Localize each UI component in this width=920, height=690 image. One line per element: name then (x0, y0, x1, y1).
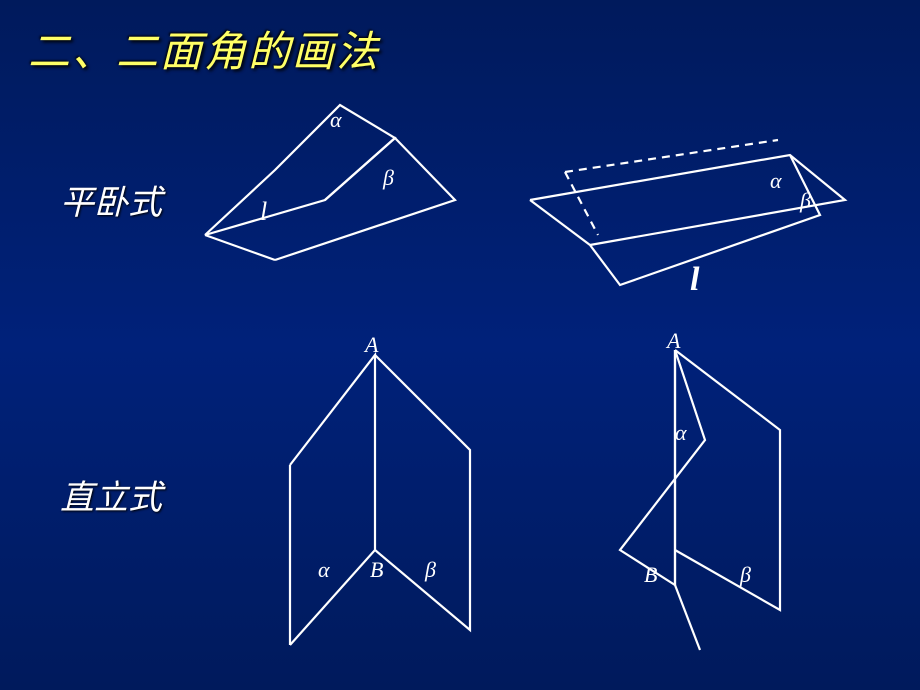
diagram-label: A (363, 332, 379, 357)
diagram-label: β (382, 165, 394, 190)
diagram-label: α (330, 107, 342, 132)
diagram-horizontal-left: α β l (195, 100, 495, 280)
diagram-label: l (690, 261, 700, 298)
diagram-label: B (644, 562, 657, 587)
diagram-label: B (370, 557, 383, 582)
diagram-label: α (318, 557, 330, 582)
edge (590, 155, 820, 285)
diagram-label: β (739, 562, 751, 587)
edge (675, 585, 700, 650)
diagram-label: α (770, 168, 782, 193)
diagram-label: l (260, 197, 267, 226)
diagram-label: α (675, 420, 687, 445)
edge (675, 350, 780, 610)
row-label-vertical: 直立式 (60, 470, 162, 519)
edge (375, 355, 470, 630)
diagram-horizontal-right: αβ l (490, 130, 860, 310)
diagram-vertical-right: AαBβ (620, 350, 850, 660)
edge (530, 200, 590, 245)
diagram-label: A (665, 328, 681, 353)
diagram-label: β (424, 557, 436, 582)
page-title: 二、二面角的画法 (28, 18, 380, 79)
hidden-edge (565, 140, 778, 172)
hidden-edge (565, 172, 598, 235)
edge (205, 105, 395, 235)
edge (620, 350, 705, 585)
edge (290, 355, 375, 645)
diagram-label: β (799, 188, 811, 213)
diagram-vertical-left: ABαβ (270, 355, 530, 655)
edge (205, 235, 275, 260)
row-label-horizontal: 平卧式 (60, 175, 162, 224)
